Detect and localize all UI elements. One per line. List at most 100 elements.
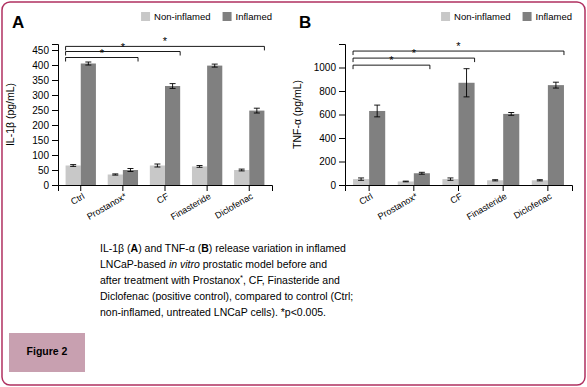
y-tick: 600: [319, 109, 345, 120]
error-bar: [212, 64, 218, 67]
tick-mark: [52, 140, 58, 141]
caption-text: LNCaP-based: [100, 258, 169, 270]
error-bar: [447, 178, 453, 180]
tick-mark: [339, 162, 345, 163]
figure: 050100150200250300350400450CtrlProstanox…: [0, 0, 587, 387]
bar: [459, 83, 475, 185]
x-tick: Diclofenac: [512, 185, 554, 221]
legend-label: Inflamed: [536, 11, 572, 22]
y-tick: 0: [330, 180, 345, 191]
tick-mark: [413, 185, 414, 191]
tick-label: Diclofenac: [213, 191, 255, 221]
error-bar: [537, 180, 543, 181]
error-bar: [464, 69, 470, 97]
tick-label: Finasteride: [465, 191, 509, 222]
tick-mark: [52, 65, 58, 66]
tick-mark: [207, 185, 208, 191]
x-tick: CF: [155, 185, 171, 206]
caption-text: ) and TNF-α (: [138, 242, 202, 254]
caption-line: after treatment with Prostanox*, CF, Fin…: [100, 273, 340, 286]
legend-label: Inflamed: [236, 11, 272, 22]
error-bar: [70, 165, 76, 167]
x-tick: Finasteride: [465, 185, 509, 222]
bar: [369, 111, 385, 185]
y-axis-title: TNF-α (pg/mL): [291, 80, 303, 149]
caption-line: LNCaP-based in vitro prostatic model bef…: [100, 258, 327, 270]
tick-mark: [52, 125, 58, 126]
bar: [532, 180, 548, 185]
tick-mark: [52, 95, 58, 96]
brackets: ***: [66, 35, 265, 61]
error-bar: [239, 169, 245, 171]
tick-mark: [80, 185, 81, 191]
tick-label: 350: [32, 75, 49, 86]
x-axis: CtrlProstanox* CFFinasterideDiclofenac: [346, 185, 573, 222]
legend-swatch: [441, 12, 450, 21]
brackets: ***: [353, 40, 564, 69]
tick-label: 400: [319, 133, 336, 144]
axis-line: [52, 45, 59, 186]
tick-label: CF: [449, 191, 465, 206]
tick-label: 150: [32, 135, 49, 146]
significance-label: *: [456, 40, 461, 52]
y-tick: 300: [32, 90, 58, 101]
caption-text: non-inflamed, untreated LNCaP cells). *p…: [100, 306, 326, 318]
tick-mark: [339, 91, 345, 92]
legend-item: Non-inflamed: [141, 11, 211, 22]
tick-mark: [52, 155, 58, 156]
legend-label: Non-inflamed: [154, 11, 211, 22]
tick-label: 800: [319, 86, 336, 97]
x-tick: Ctrl: [69, 185, 86, 207]
tick-label: 600: [319, 109, 336, 120]
tick-label: 200: [32, 120, 49, 131]
caption-text: in vitro: [169, 258, 200, 270]
x-tick: Finasteride: [169, 185, 213, 222]
error-bar: [154, 164, 160, 167]
legend-swatch: [523, 12, 532, 21]
legend-swatch: [223, 12, 232, 21]
tick-label: 0: [43, 180, 49, 191]
tick-label: Diclofenac: [512, 191, 554, 221]
figure-label: Figure 2: [27, 345, 68, 357]
caption-text: after treatment with Prostanox: [100, 274, 241, 286]
error-bar: [127, 169, 133, 172]
tick-mark: [339, 138, 345, 139]
caption-text: IL-1β (: [100, 242, 131, 254]
x-tick: Prostanox*: [376, 185, 420, 222]
error-bar: [374, 105, 380, 117]
y-axis-title: IL-1β (pg/mL): [4, 83, 16, 146]
y-tick: 100: [32, 150, 58, 161]
tick-label: Ctrl: [357, 191, 374, 207]
bar: [207, 66, 222, 185]
legend-label: Non-inflamed: [454, 11, 511, 22]
y-tick: 350: [32, 75, 58, 86]
error-bar: [492, 180, 498, 181]
error-bar: [358, 178, 364, 180]
tick-label: 1000: [314, 62, 337, 73]
panel-title: A: [12, 13, 24, 32]
legend: Non-inflamed Inflamed: [441, 11, 572, 22]
panel: 050100150200250300350400450CtrlProstanox…: [4, 11, 273, 222]
tick-mark: [369, 185, 370, 191]
error-bar: [403, 181, 409, 183]
bar: [548, 85, 564, 185]
y-tick: 0: [43, 180, 58, 191]
y-axis: 050100150200250300350400450: [32, 45, 58, 191]
x-tick: Prostanox*: [85, 185, 129, 222]
tick-mark: [52, 50, 58, 51]
y-tick: 200: [32, 120, 58, 131]
error-bar: [85, 62, 91, 65]
error-bar: [254, 108, 260, 113]
panel: 02004006008001000CtrlProstanox*CFFinaste…: [291, 11, 573, 222]
bar: [398, 181, 414, 185]
bar: [503, 114, 519, 185]
y-tick: 50: [38, 165, 58, 176]
y-tick: 150: [32, 135, 58, 146]
tick-mark: [339, 115, 345, 116]
caption-line: Diclofenac (positive control), compared …: [100, 290, 353, 302]
error-bar: [112, 174, 118, 175]
tick-mark: [458, 185, 459, 191]
legend-item: Non-inflamed: [441, 11, 511, 22]
y-tick: 250: [32, 105, 58, 116]
x-tick: CF: [449, 185, 465, 206]
